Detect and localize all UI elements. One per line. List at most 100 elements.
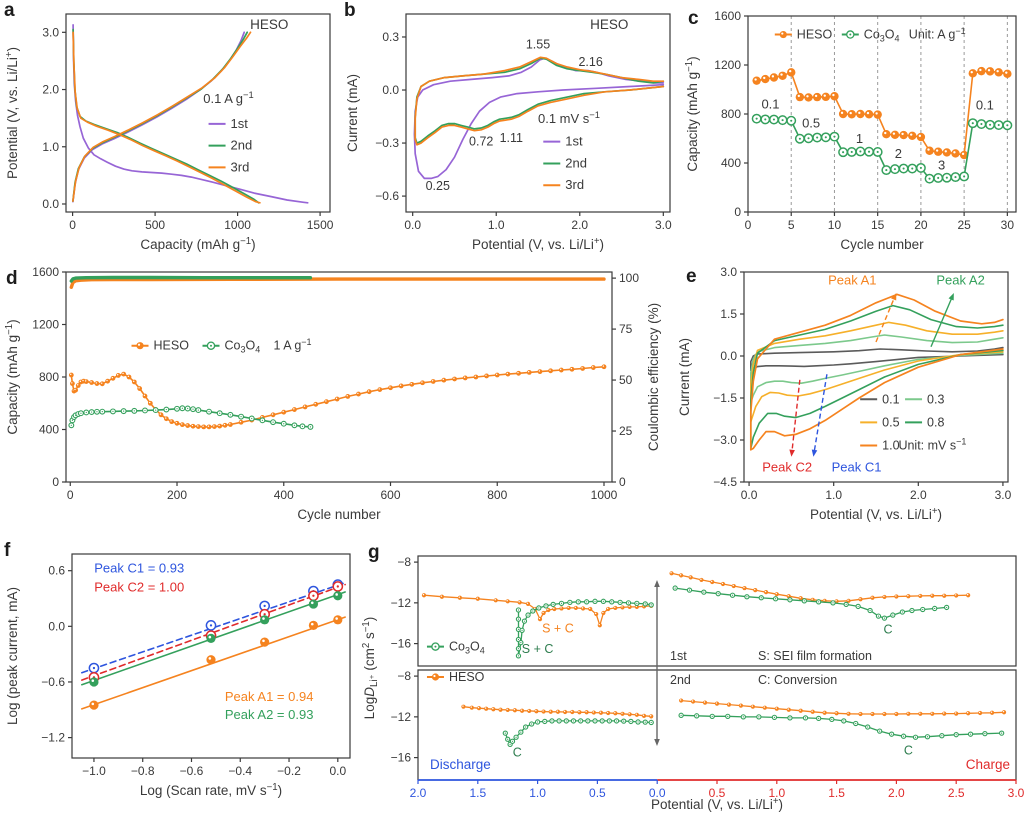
panel-label-f: f xyxy=(4,540,11,561)
svg-text:0.0: 0.0 xyxy=(741,488,758,502)
svg-text:800: 800 xyxy=(487,488,507,502)
svg-text:−8: −8 xyxy=(397,555,411,569)
svg-text:5: 5 xyxy=(788,218,795,232)
svg-text:0.5: 0.5 xyxy=(802,115,820,130)
svg-text:2.5: 2.5 xyxy=(948,786,965,800)
svg-text:400: 400 xyxy=(721,156,741,170)
svg-text:Coulombic efficiency (%): Coulombic efficiency (%) xyxy=(646,303,661,451)
svg-text:30: 30 xyxy=(1001,218,1015,232)
svg-text:100: 100 xyxy=(619,271,639,285)
panel-label-d: d xyxy=(6,268,18,289)
svg-text:200: 200 xyxy=(167,488,187,502)
svg-text:−12: −12 xyxy=(391,710,412,724)
panel-label-e: e xyxy=(686,266,697,287)
svg-text:800: 800 xyxy=(721,107,741,121)
svg-text:−0.3: −0.3 xyxy=(375,136,399,150)
svg-text:3.0: 3.0 xyxy=(995,488,1012,502)
chart-a-galvanostatic-profiles: 0 500 1000 1500 0.0 1.0 2.0 3.0 Capacity (mAh g−… xyxy=(4,13,334,252)
svg-text:10: 10 xyxy=(828,218,842,232)
chart-c-rate-capability: 0 5 10 15 20 25 30 0 400 800 1200 1600 Cycle number C… xyxy=(684,9,1017,252)
svg-text:0.5: 0.5 xyxy=(709,786,726,800)
svg-text:800: 800 xyxy=(39,370,59,384)
svg-text:20: 20 xyxy=(914,218,928,232)
svg-text:0: 0 xyxy=(619,475,626,489)
svg-text:0.72: 0.72 xyxy=(469,135,493,149)
svg-text:2nd: 2nd xyxy=(670,673,691,687)
svg-text:2.0: 2.0 xyxy=(571,218,588,232)
chart-d-cycling-stability: 0 200 400 600 800 100004008001200160002550751… xyxy=(4,265,661,522)
svg-text:0.6: 0.6 xyxy=(48,564,65,578)
svg-text:1.5: 1.5 xyxy=(720,307,737,321)
svg-text:−1.0: −1.0 xyxy=(82,764,106,778)
svg-text:2nd: 2nd xyxy=(565,155,587,170)
svg-text:Current (mA): Current (mA) xyxy=(677,338,692,416)
svg-text:Capacity (mAh g−1): Capacity (mAh g−1) xyxy=(684,56,700,171)
svg-text:1: 1 xyxy=(856,131,863,146)
svg-text:0.0: 0.0 xyxy=(42,197,59,211)
svg-text:Peak C2: Peak C2 xyxy=(762,459,812,474)
panel-label-c: c xyxy=(688,8,699,29)
svg-text:0.0: 0.0 xyxy=(649,786,666,800)
svg-text:Peak C1 = 0.93: Peak C1 = 0.93 xyxy=(94,560,184,575)
panel-b: b 0.0 1.0 2.0 3.0 0.3 0.0 −0.3 −0.6 Potential (V… xyxy=(340,0,680,263)
svg-text:2.0: 2.0 xyxy=(888,786,905,800)
svg-text:Log (peak current, mA): Log (peak current, mA) xyxy=(5,587,20,725)
svg-text:S + C: S + C xyxy=(542,621,574,635)
svg-text:500: 500 xyxy=(145,218,165,232)
svg-text:0.5: 0.5 xyxy=(589,786,606,800)
chart-b-cv-first-cycles: 0.0 1.0 2.0 3.0 0.3 0.0 −0.3 −0.6 Potential (V, … xyxy=(345,13,672,252)
svg-text:1.0: 1.0 xyxy=(529,786,546,800)
svg-text:Unit: mV s−1: Unit: mV s−1 xyxy=(898,437,966,453)
panel-label-a: a xyxy=(4,0,15,21)
svg-text:1500: 1500 xyxy=(307,218,334,232)
svg-text:1600: 1600 xyxy=(714,9,741,23)
svg-text:C: C xyxy=(884,622,893,636)
svg-text:2.0: 2.0 xyxy=(410,786,427,800)
svg-text:0.0: 0.0 xyxy=(329,764,346,778)
svg-text:0.25: 0.25 xyxy=(426,179,450,193)
svg-text:50: 50 xyxy=(619,373,633,387)
svg-text:Peak C2 = 1.00: Peak C2 = 1.00 xyxy=(94,580,184,595)
svg-text:2: 2 xyxy=(895,146,902,161)
svg-text:Co3O4: Co3O4 xyxy=(225,339,261,355)
svg-text:0.8: 0.8 xyxy=(927,415,944,429)
svg-text:Peak A2 = 0.93: Peak A2 = 0.93 xyxy=(225,707,314,722)
svg-text:−12: −12 xyxy=(391,596,412,610)
svg-text:−0.8: −0.8 xyxy=(131,764,155,778)
svg-text:1200: 1200 xyxy=(714,58,741,72)
svg-text:−3.0: −3.0 xyxy=(713,433,737,447)
svg-text:−4.5: −4.5 xyxy=(713,475,737,489)
svg-text:2nd: 2nd xyxy=(231,138,253,153)
svg-text:Capacity (mAh g−1): Capacity (mAh g−1) xyxy=(4,319,20,434)
svg-text:0.1 mV s−1: 0.1 mV s−1 xyxy=(538,109,600,126)
svg-text:−16: −16 xyxy=(391,637,412,651)
svg-text:−0.6: −0.6 xyxy=(375,189,399,203)
panel-f: f −1.0 −0.8 −0.6 −0.4 −0.2 0.0 0.6 0.0 −0.6 −1.2 L… xyxy=(0,540,360,814)
svg-text:LogDLi⁺ (cm2 s−1): LogDLi⁺ (cm2 s−1) xyxy=(361,617,380,720)
svg-text:Peak A1: Peak A1 xyxy=(828,273,876,288)
svg-text:1.0: 1.0 xyxy=(825,488,842,502)
svg-text:1st: 1st xyxy=(565,134,583,149)
svg-text:0: 0 xyxy=(734,205,741,219)
panel-d: d 0 200 400 600 800 1000 0 400 800 1200 1600 0 25 50 7… xyxy=(0,260,672,541)
svg-text:Discharge: Discharge xyxy=(430,757,491,772)
svg-text:1.0: 1.0 xyxy=(42,140,59,154)
svg-text:Co3O4: Co3O4 xyxy=(449,640,485,656)
svg-text:3.0: 3.0 xyxy=(1008,786,1024,800)
svg-text:Potential (V, vs. Li/Li+): Potential (V, vs. Li/Li+) xyxy=(4,47,20,179)
svg-text:0: 0 xyxy=(69,218,76,232)
chart-e-cv-scan-rates: 0.0 1.0 2.0 3.0 3.0 1.5 0.0 −1.5 −3.0 −4.5 Potenti… xyxy=(677,265,1012,522)
svg-text:15: 15 xyxy=(871,218,885,232)
svg-text:Peak C1: Peak C1 xyxy=(832,459,882,474)
svg-text:Potential (V, vs. Li/Li+): Potential (V, vs. Li/Li+) xyxy=(651,796,783,812)
svg-text:Cycle number: Cycle number xyxy=(840,237,924,252)
svg-text:0.0: 0.0 xyxy=(382,83,399,97)
svg-text:1st: 1st xyxy=(231,116,249,131)
svg-text:−0.6: −0.6 xyxy=(41,675,65,689)
svg-text:0.1: 0.1 xyxy=(976,98,994,113)
svg-text:1.5: 1.5 xyxy=(828,786,845,800)
svg-text:0.1 A g−1: 0.1 A g−1 xyxy=(203,89,253,106)
panel-e: e 0.0 1.0 2.0 3.0 3.0 1.5 0.0 −1.5 −3.0 −4.5 Poten… xyxy=(672,260,1024,541)
svg-text:1.55: 1.55 xyxy=(526,37,550,51)
